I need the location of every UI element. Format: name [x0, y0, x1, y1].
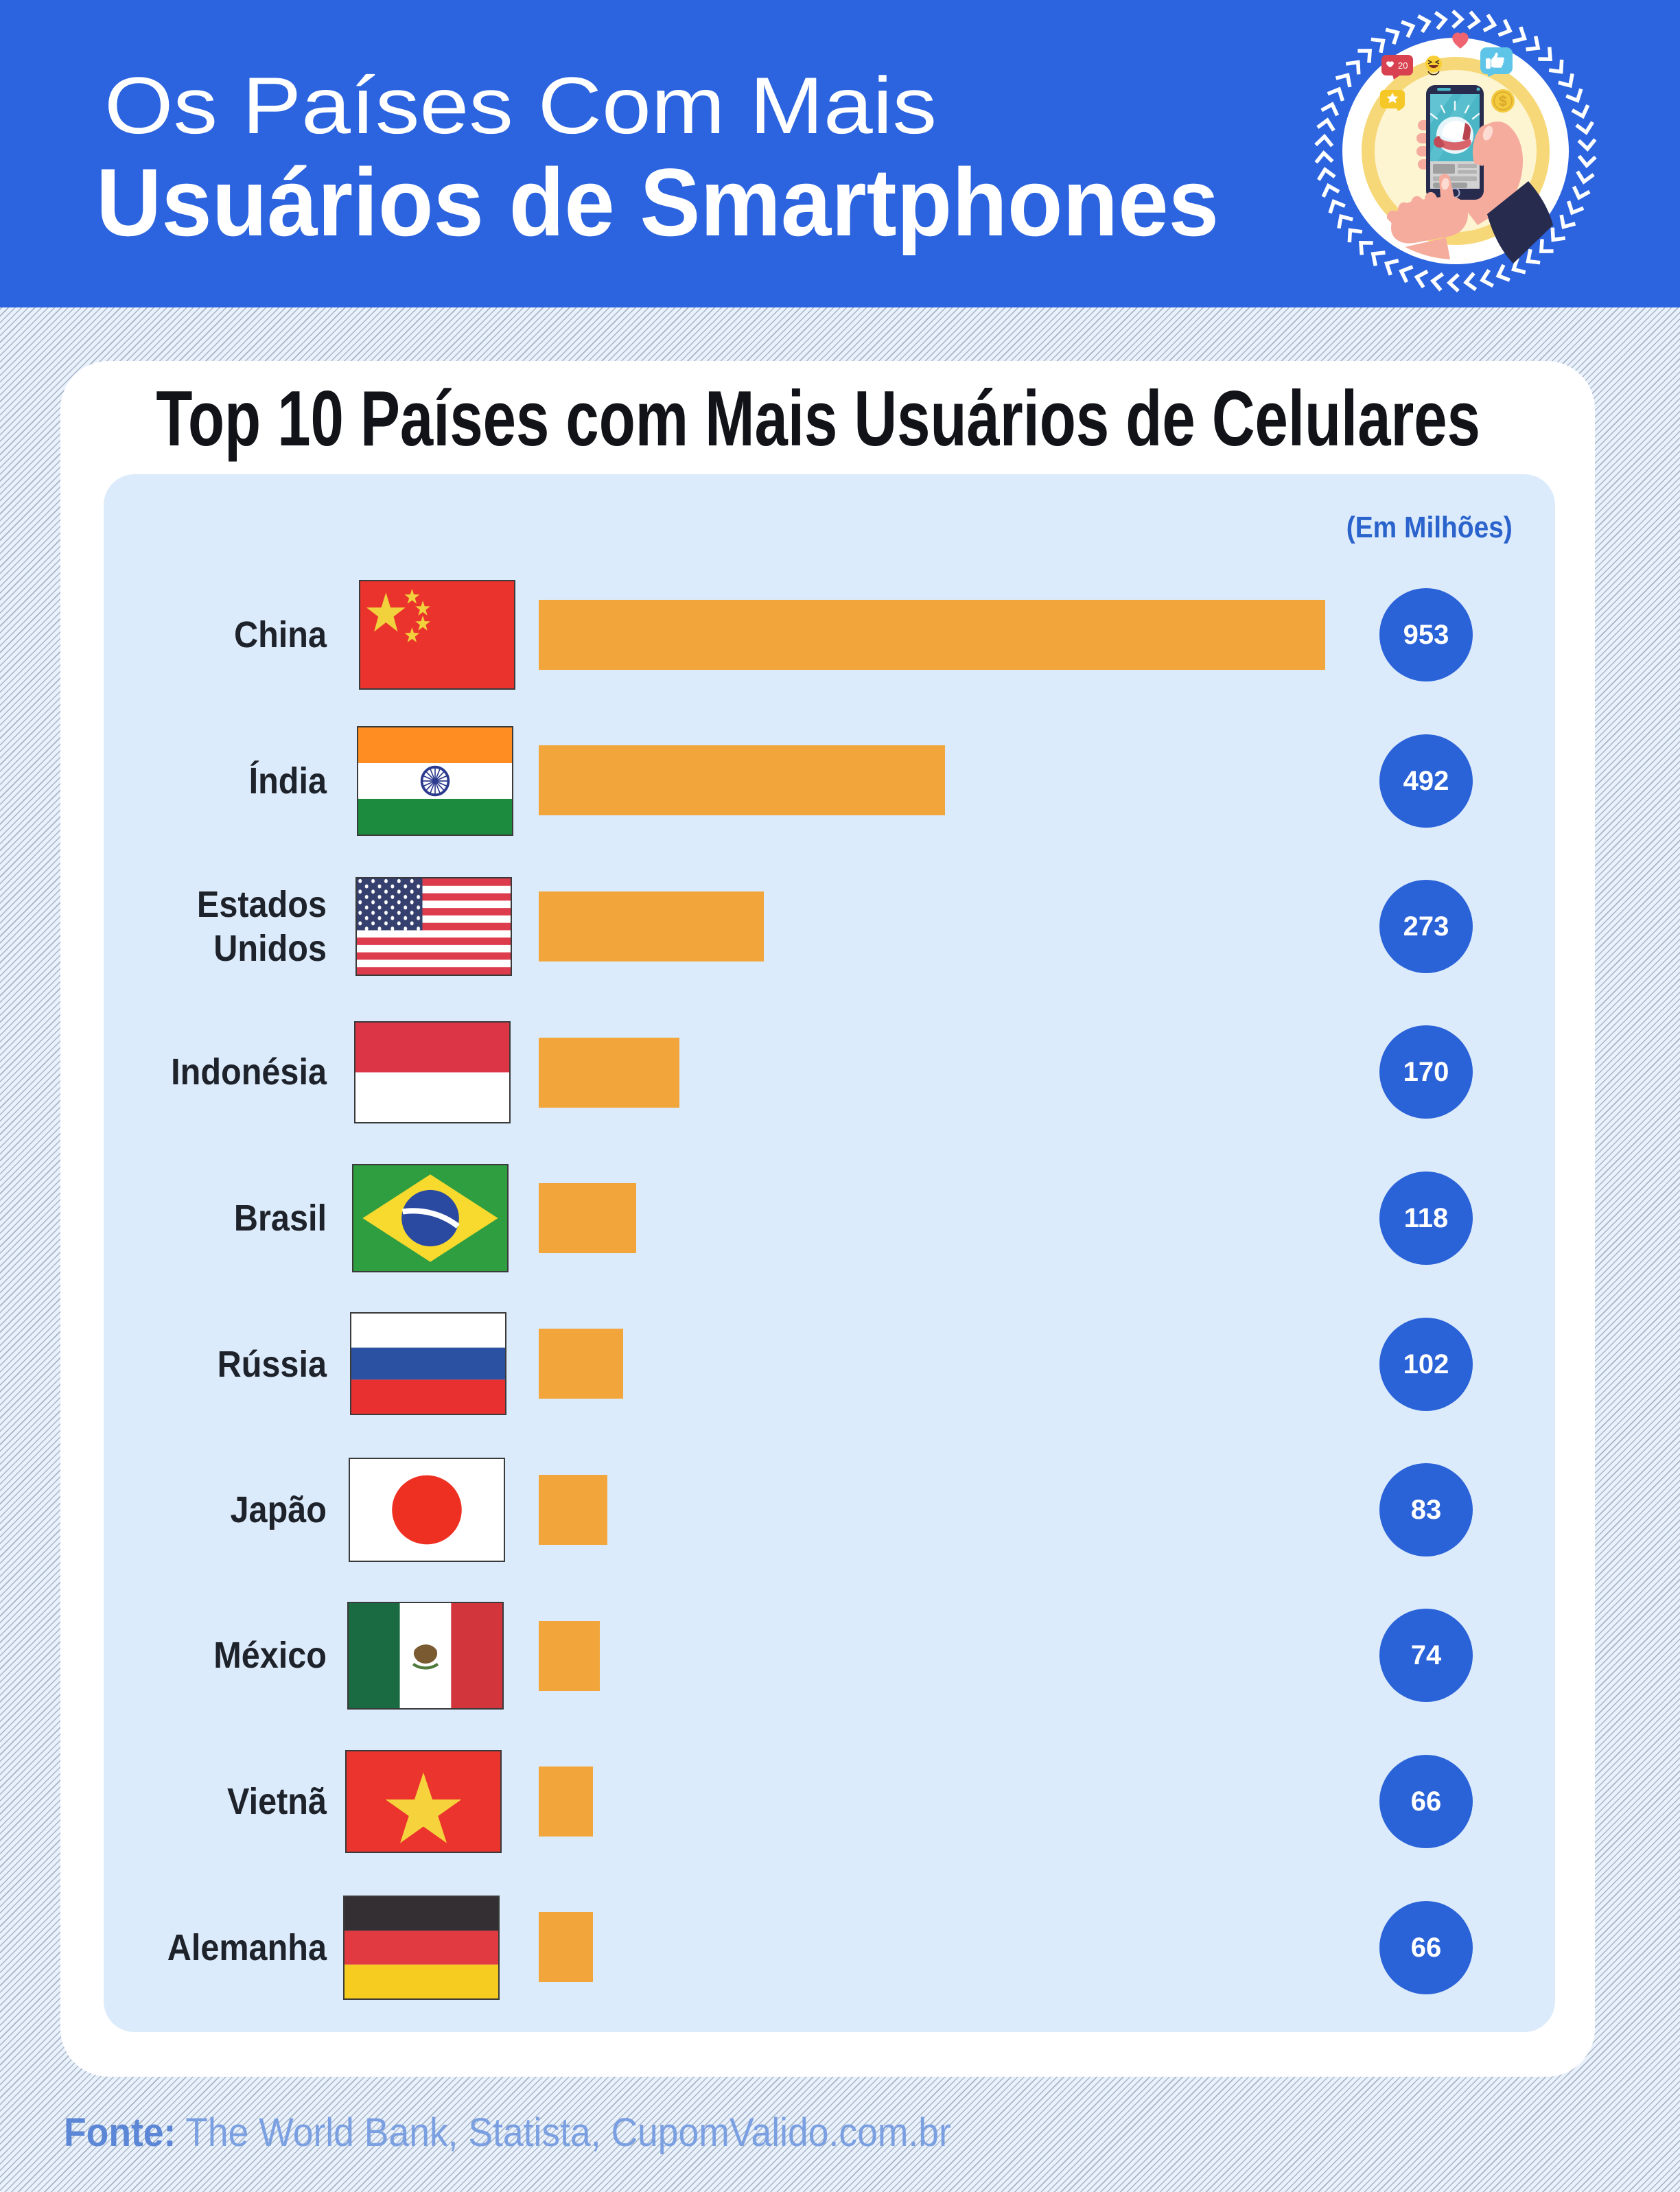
svg-text:$: $ [1499, 94, 1507, 110]
svg-text:20: 20 [1398, 60, 1408, 71]
